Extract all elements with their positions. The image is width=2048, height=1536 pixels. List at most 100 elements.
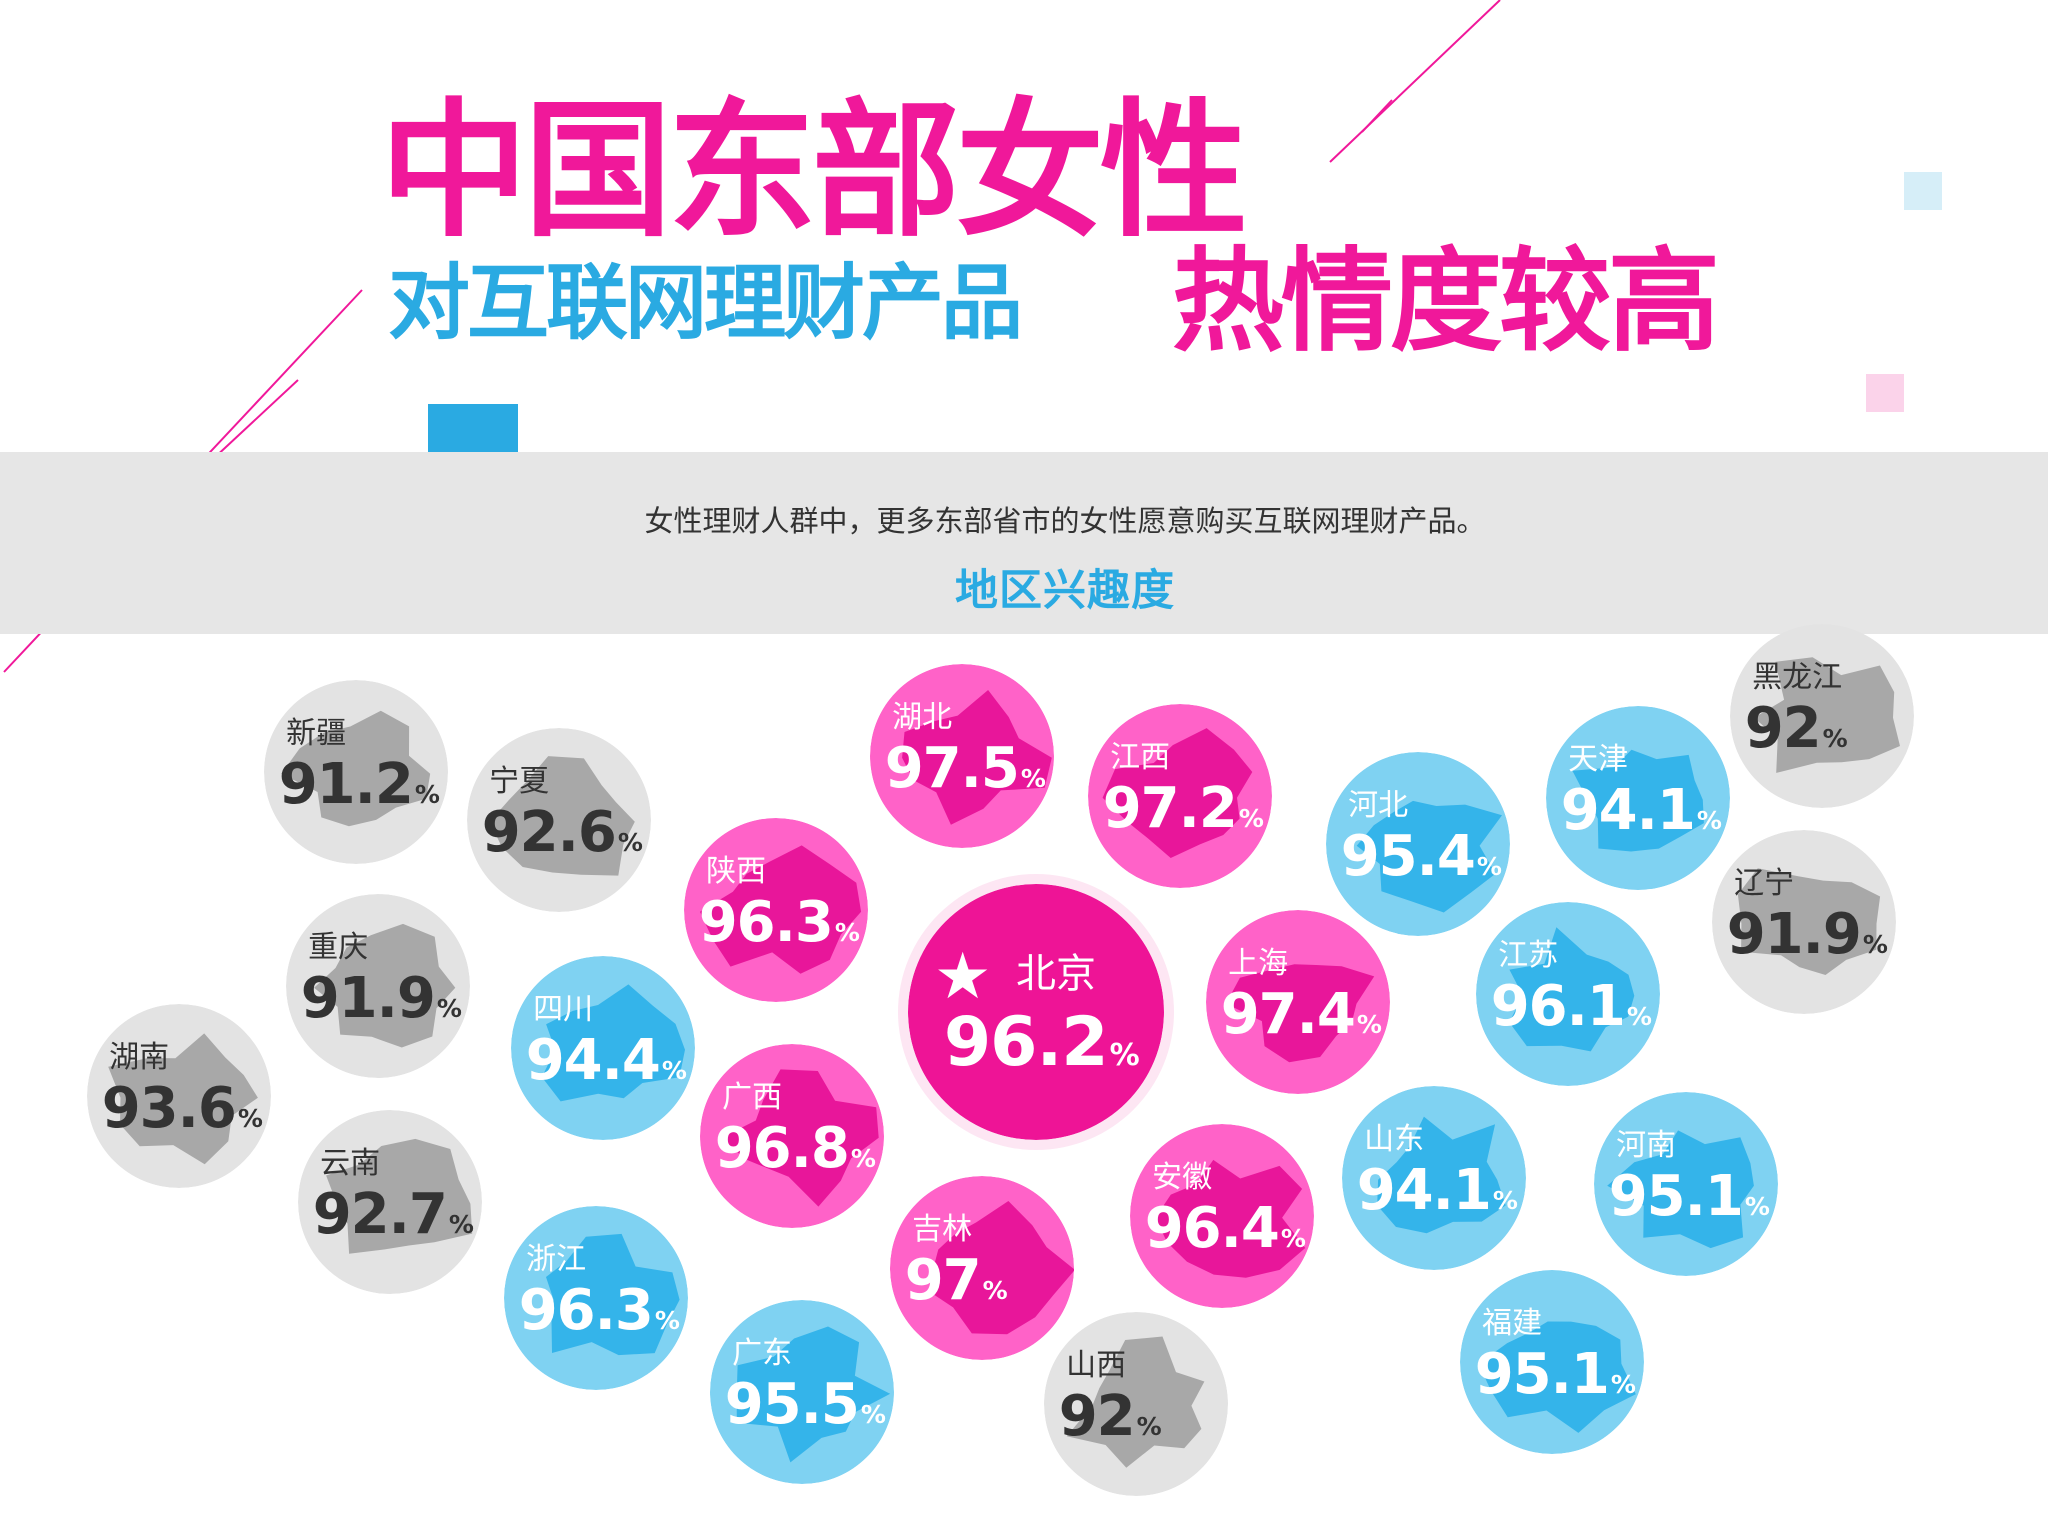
section-label: 地区兴趣度 [955,566,1175,616]
region-name: 吉林 [912,1211,973,1247]
region-bubble: 河北 95.4% [1326,752,1510,936]
region-bubble: 云南 92.7% [298,1110,482,1294]
region-name: 四川 [533,991,594,1027]
region-name: 北京 [1016,951,1096,998]
region-value: 94.1% [1357,1163,1518,1219]
region-value-number: 94.4 [525,1028,661,1094]
province-silhouette [736,1326,891,1463]
region-bubble: 山东 94.1% [1342,1086,1526,1270]
region-value: 95.5% [725,1377,886,1433]
region-name: 天津 [1568,741,1629,777]
province-silhouette [1572,749,1704,852]
region-shape [1594,1092,1778,1276]
province-silhouette [700,845,862,974]
region-shape [1206,910,1390,1094]
region-value-number: 97 [904,1248,982,1314]
province-silhouette [1226,964,1375,1063]
region-value: 96.4% [1145,1201,1306,1257]
region-value-number: 93.6 [101,1076,237,1142]
province-silhouette [1356,800,1502,913]
region-bubble: ★ 北京 96.2% [908,884,1164,1140]
region-value-number: 96.8 [714,1116,850,1182]
title-line-2-blue: 对互联网理财产品 [388,255,1023,351]
region-shape [1730,624,1914,808]
region-name: 浙江 [526,1241,587,1277]
percent-sign: % [860,1400,886,1430]
region-value-number: 91.9 [300,966,436,1032]
region-name: 新疆 [286,715,347,751]
province-silhouette [108,1033,258,1165]
percent-sign: % [1610,1370,1636,1400]
percent-sign: % [982,1276,1008,1306]
region-name: 宁夏 [489,763,550,799]
region-name: 上海 [1228,945,1289,981]
province-silhouette [314,923,456,1048]
region-value: 94.4% [526,1033,687,1089]
province-silhouette [1102,728,1253,858]
region-name: 山东 [1364,1121,1425,1157]
region-shape [700,1044,884,1228]
region-value: 91.2% [279,757,440,813]
region-value-number: 97.2 [1102,776,1238,842]
region-shape [298,1110,482,1294]
region-value: 95.4% [1341,829,1502,885]
region-bubble: 安徽 96.4% [1130,1124,1314,1308]
region-value: 97% [905,1253,1008,1309]
region-bubble: 广西 96.8% [700,1044,884,1228]
caption-text: 女性理财人群中，更多东部省市的女性愿意购买互联网理财产品。 [644,504,1486,538]
region-value-number: 97.5 [884,736,1020,802]
region-name: 江苏 [1498,937,1559,973]
region-shape [1460,1270,1644,1454]
region-value-number: 94.1 [1356,1158,1492,1224]
region-value-number: 97.4 [1220,982,1356,1048]
region-value-number: 95.4 [1340,824,1476,890]
region-bubble: 重庆 91.9% [286,894,470,1078]
province-silhouette [1478,1321,1636,1433]
region-bubble: 浙江 96.3% [504,1206,688,1390]
region-value: 94.1% [1561,783,1722,839]
region-shape [264,680,448,864]
region-bubble: 辽宁 91.9% [1712,830,1896,1014]
percent-sign: % [1744,1192,1770,1222]
region-shape [1130,1124,1314,1308]
region-value: 95.1% [1609,1169,1770,1225]
region-value-number: 92.7 [312,1182,448,1248]
region-shape [1546,706,1730,890]
region-shape [1712,830,1896,1014]
percent-sign: % [237,1104,263,1134]
region-value: 92.7% [313,1187,474,1243]
region-name: 云南 [320,1145,381,1181]
region-shape [870,664,1054,848]
region-name: 陕西 [706,853,767,889]
region-value: 95.1% [1475,1347,1636,1403]
percent-sign: % [1136,1412,1162,1442]
province-silhouette [281,710,431,827]
percent-sign: % [414,780,440,810]
region-name: 黑龙江 [1752,659,1843,695]
province-silhouette [1377,1116,1506,1234]
region-value-number: 91.2 [278,752,414,818]
percent-sign: % [850,1144,876,1174]
region-shape [1044,1312,1228,1496]
province-silhouette [489,756,635,876]
region-shape [890,1176,1074,1360]
region-value-number: 92.6 [481,800,617,866]
province-silhouette [326,1138,473,1254]
region-bubble: 湖北 97.5% [870,664,1054,848]
region-name: 江西 [1110,739,1171,775]
region-value: 96.2% [944,1009,1140,1077]
region-value: 96.8% [715,1121,876,1177]
region-shape [286,894,470,1078]
province-silhouette [1737,868,1881,975]
province-silhouette [1509,927,1635,1052]
region-value-number: 92 [1744,696,1822,762]
region-bubble: 天津 94.1% [1546,706,1730,890]
region-value-number: 96.1 [1490,974,1626,1040]
region-name: 河北 [1348,787,1409,823]
percent-sign: % [1356,1010,1382,1040]
region-value-number: 92 [1058,1384,1136,1450]
region-bubble: 江苏 96.1% [1476,902,1660,1086]
region-value: 96.1% [1491,979,1652,1035]
region-shape [710,1300,894,1484]
region-bubble: 江西 97.2% [1088,704,1272,888]
